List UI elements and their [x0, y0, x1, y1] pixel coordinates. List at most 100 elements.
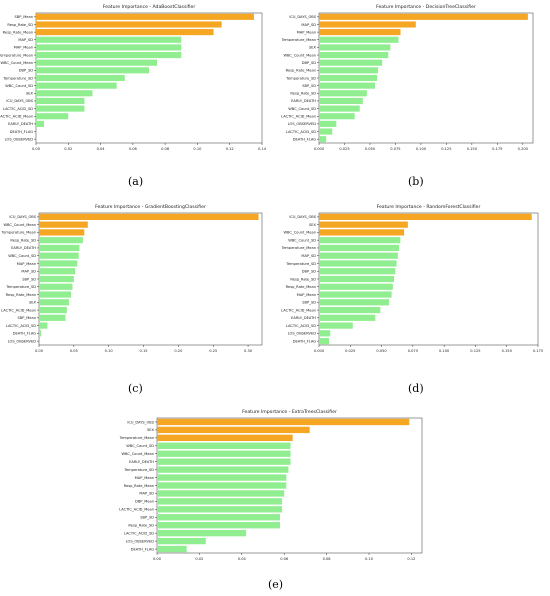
chart-title: Feature Importance - ExtraTreesClassifie…	[242, 409, 337, 415]
y-tick-label: LOS_OBSERVED	[5, 137, 34, 141]
y-tick-label: MAP_SD	[18, 38, 33, 42]
bar	[36, 52, 182, 59]
y-tick-label: ICU_DAYS_OBS	[127, 420, 154, 424]
bar	[36, 97, 85, 104]
bar	[319, 322, 353, 329]
bar	[39, 299, 69, 306]
y-tick-label: SBP_SD	[22, 277, 36, 281]
chart-svg: Feature Importance - DecisionTreeClassif…	[281, 4, 534, 151]
y-tick-label: ICU_DAYS_OBS	[6, 99, 33, 103]
bar	[157, 537, 206, 545]
y-tick-label: Temperature_Mean	[0, 53, 33, 57]
y-tick-label: SBP_SD	[302, 301, 316, 305]
y-tick-label: Temperature_SD	[285, 262, 316, 266]
y-tick-label: LACTIC_ACID_Mean	[1, 308, 36, 312]
bar	[39, 229, 85, 236]
y-tick-label: MAP_Mean	[14, 46, 33, 50]
y-tick-label: LACTIC_ACID_SD	[124, 531, 154, 535]
y-tick-label: Temperature_Mean	[1, 231, 36, 235]
bar	[319, 237, 401, 244]
chart-svg: Feature Importance - GradientBoostingCla…	[1, 204, 263, 353]
y-tick-label: LACTIC_ACID_SD	[6, 324, 36, 328]
bar	[319, 268, 396, 275]
bar	[157, 498, 283, 505]
bar	[157, 458, 291, 465]
bar	[36, 82, 117, 89]
y-tick-label: LACTIC_ACID_SD	[3, 107, 33, 111]
x-tick-label: 0.10	[365, 557, 374, 561]
x-tick-label: 0.025	[345, 349, 355, 353]
x-tick-label: 0.125	[470, 349, 480, 353]
y-tick-label: SEX	[26, 92, 34, 96]
x-tick-label: 0.20	[174, 349, 183, 353]
x-tick-label: 0.06	[280, 557, 289, 561]
bar	[36, 90, 93, 97]
bar	[319, 244, 400, 252]
y-tick-label: MAP_Mean	[297, 30, 316, 34]
bar	[319, 82, 376, 89]
bar	[36, 120, 45, 127]
y-tick-label: DEATH_FLAG	[13, 332, 36, 336]
y-tick-label: DBP_SD	[19, 69, 33, 73]
bar	[319, 113, 355, 120]
y-tick-label: ICU_DAYS_OBS	[9, 215, 36, 219]
y-tick-label: LACTIC_ACID_Mean	[0, 115, 33, 119]
bar	[39, 237, 83, 244]
x-tick-label: 0.05	[70, 349, 78, 353]
chart-panel-adaboost: Feature Importance - AdaBoostClassifier 0…	[0, 0, 275, 165]
y-tick-label: LOS_OBSERVED	[288, 332, 317, 336]
x-tick-label: 0.075	[408, 349, 418, 353]
y-tick-label: DBP_Mean	[135, 500, 154, 504]
chart-svg: Feature Importance - ExtraTreesClassifie…	[119, 409, 423, 561]
y-tick-label: SEX	[309, 46, 317, 50]
chart-svg: Feature Importance - AdaBoostClassifier 0…	[0, 4, 267, 151]
y-tick-label: DEATH_FLAG	[131, 547, 154, 551]
chart-panel-extra-trees: Feature Importance - ExtraTreesClassifie…	[110, 405, 430, 575]
x-tick-label: 0.04	[97, 147, 106, 151]
x-tick-label: 0.06	[129, 147, 138, 151]
bar	[39, 244, 80, 252]
x-tick-label: 0.30	[244, 349, 253, 353]
bar	[39, 330, 42, 337]
y-tick-label: EARLY_DEATH	[291, 99, 316, 103]
y-tick-label: Resp_Rate_Mean	[124, 484, 154, 488]
x-tick-label: 0.050	[365, 147, 376, 151]
y-tick-label: Resp_Rate_SD	[7, 23, 33, 27]
bar	[36, 36, 182, 43]
y-tick-label: WBC_Count_SD	[5, 84, 33, 88]
bar	[319, 306, 381, 314]
y-tick-label: EARLY_DEATH	[129, 460, 154, 464]
y-tick-label: WBC_Count_SD	[8, 254, 36, 258]
y-tick-label: SEX	[29, 301, 37, 305]
bar	[36, 29, 214, 36]
x-tick-label: 0.12	[407, 557, 415, 561]
y-tick-label: Resp_Rate_Mean	[6, 293, 36, 297]
bar	[39, 213, 259, 220]
y-tick-label: LACTIC_ACID_Mean	[281, 308, 316, 312]
y-tick-label: SEX	[309, 223, 317, 227]
y-tick-label: MAP_Mean	[135, 476, 154, 480]
y-tick-label: Temperature_SD	[285, 76, 316, 80]
y-tick-label: Resp_Rate_SD	[290, 92, 316, 96]
y-tick-label: LACTIC_ACID_SD	[286, 130, 316, 134]
y-tick-label: Temperature_SD	[5, 285, 36, 289]
chart-panel-random-forest: Feature Importance - RandomForestClassif…	[278, 200, 550, 365]
bar	[36, 21, 222, 28]
y-tick-label: Resp_Rate_Mean	[3, 30, 33, 34]
bar	[36, 74, 125, 82]
y-tick-label: LACTIC_ACID_SD	[286, 324, 316, 328]
x-tick-label: 0.150	[502, 349, 513, 353]
bar	[319, 90, 367, 97]
bar	[319, 120, 337, 127]
bar	[157, 506, 283, 513]
y-tick-label: LACTIC_ACID_Mean	[119, 508, 154, 512]
y-tick-label: Temperature_SD	[123, 468, 154, 472]
bar	[319, 252, 398, 259]
y-tick-label: SBP_Mean	[14, 15, 33, 19]
y-tick-label: EARLY_DEATH	[11, 246, 36, 250]
chart-panel-gradient-boosting: Feature Importance - GradientBoostingCla…	[0, 200, 275, 365]
bar	[157, 418, 410, 426]
x-tick-label: 0.000	[314, 147, 325, 151]
panel-label-e: (e)	[268, 578, 284, 591]
y-tick-label: MAP_Mean	[297, 293, 316, 297]
